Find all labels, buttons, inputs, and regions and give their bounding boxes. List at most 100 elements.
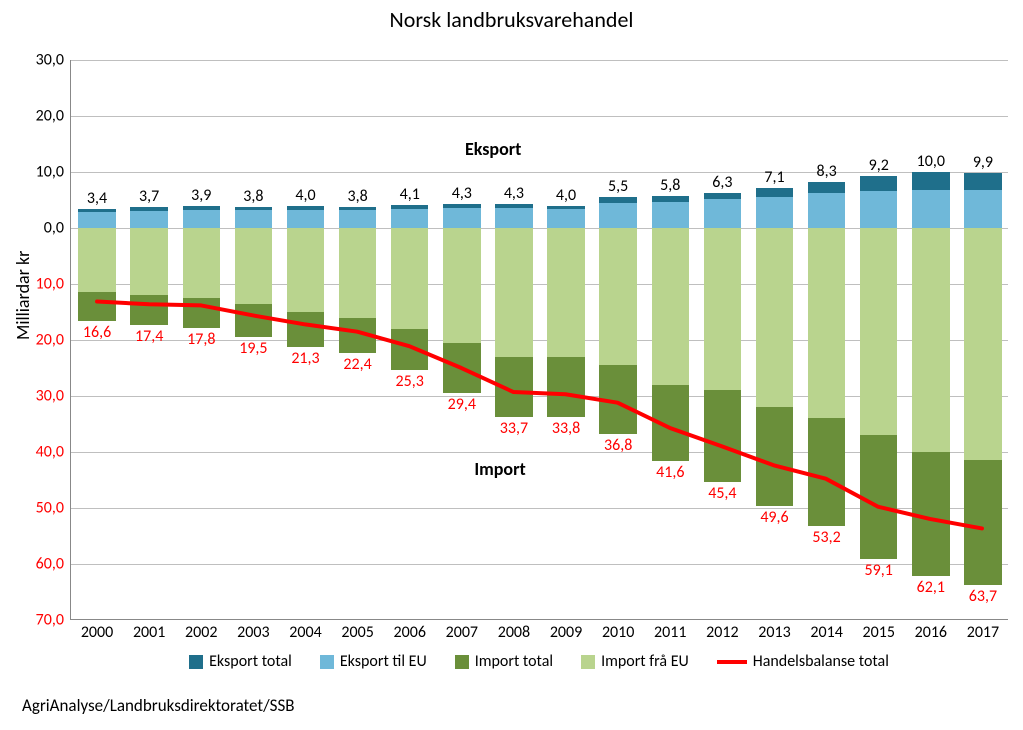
data-label-import: 21,3 [291, 349, 319, 368]
data-label-import: 53,2 [812, 528, 840, 547]
plot-area: 20003,416,620013,717,420023,917,820033,8… [70, 60, 1008, 620]
data-label-eksport: 4,3 [452, 184, 472, 203]
y-tick-label: 20,0 [16, 107, 64, 126]
x-tick-label: 2015 [862, 623, 894, 642]
x-tick-label: 2013 [758, 623, 790, 642]
bar-import-total [652, 385, 690, 461]
data-label-import: 63,7 [969, 587, 997, 606]
bar-eksport-total [183, 206, 221, 210]
legend-swatch [455, 655, 469, 669]
y-tick-label: 60,0 [16, 555, 64, 574]
data-label-eksport: 4,0 [556, 186, 576, 205]
bar-eksport-total [78, 209, 116, 212]
data-label-eksport: 3,8 [243, 187, 263, 206]
data-label-import: 41,6 [656, 463, 684, 482]
bar-eksport-eu [391, 209, 429, 228]
bar-eksport-eu [235, 210, 273, 228]
bar-import-total [287, 312, 325, 347]
legend-label: Eksport total [209, 652, 292, 671]
bar-group: 20033,819,5 [235, 60, 273, 619]
bar-import-eu [287, 228, 325, 312]
bar-import-eu [78, 228, 116, 292]
legend-swatch [189, 655, 203, 669]
legend-label: Import frå EU [601, 652, 689, 671]
y-tick-label: 50,0 [16, 499, 64, 518]
bar-import-total [78, 292, 116, 321]
bar-group: 201610,062,1 [912, 60, 950, 619]
bar-import-eu [808, 228, 846, 418]
legend-swatch [581, 655, 595, 669]
y-tick-label: 10,0 [16, 275, 64, 294]
chart-title: Norsk landbruksvarehandel [0, 6, 1023, 33]
bar-import-total [130, 295, 168, 325]
bar-eksport-total [235, 207, 273, 210]
data-label-eksport: 4,1 [400, 185, 420, 204]
bar-eksport-eu [547, 209, 585, 228]
data-label-import: 49,6 [760, 508, 788, 527]
data-label-eksport: 7,1 [764, 168, 784, 187]
bar-group: 20126,345,4 [704, 60, 742, 619]
bar-eksport-eu [130, 211, 168, 228]
bar-eksport-eu [599, 203, 637, 228]
data-label-eksport: 9,2 [869, 156, 889, 175]
bar-eksport-total [130, 207, 168, 211]
x-tick-label: 2008 [498, 623, 530, 642]
bar-import-total [704, 390, 742, 482]
bar-import-total [912, 452, 950, 576]
legend-item: Eksport total [189, 652, 292, 671]
data-label-eksport: 6,3 [712, 173, 732, 192]
x-tick-label: 2016 [915, 623, 947, 642]
bar-import-eu [599, 228, 637, 365]
bar-eksport-eu [860, 191, 898, 228]
legend-line-swatch [717, 660, 747, 664]
x-tick-label: 2002 [185, 623, 217, 642]
bar-import-eu [652, 228, 690, 385]
y-tick-label: 0,0 [16, 219, 64, 238]
bar-import-eu [130, 228, 168, 295]
bar-group: 20159,259,1 [860, 60, 898, 619]
data-label-import: 25,3 [396, 372, 424, 391]
x-tick-label: 2014 [810, 623, 842, 642]
bar-group: 20115,841,6 [652, 60, 690, 619]
bar-import-eu [964, 228, 1002, 460]
zone-label-import: Import [474, 458, 525, 480]
y-tick-label: 70,0 [16, 611, 64, 630]
bar-group: 20064,125,3 [391, 60, 429, 619]
bar-import-eu [756, 228, 794, 407]
data-label-import: 17,4 [135, 327, 163, 346]
bar-import-eu [704, 228, 742, 390]
x-tick-label: 2005 [341, 623, 373, 642]
bar-eksport-eu [183, 210, 221, 228]
bar-eksport-eu [78, 212, 116, 228]
bar-eksport-total [808, 182, 846, 194]
data-label-import: 22,4 [343, 355, 371, 374]
data-label-eksport: 4,0 [295, 186, 315, 205]
bar-eksport-eu [339, 210, 377, 228]
data-label-eksport: 4,3 [504, 184, 524, 203]
bar-import-total [547, 357, 585, 417]
data-label-import: 62,1 [917, 578, 945, 597]
bar-eksport-eu [964, 190, 1002, 228]
x-tick-label: 2006 [393, 623, 425, 642]
bars: 20003,416,620013,717,420023,917,820033,8… [71, 60, 1008, 619]
y-tick-label: 30,0 [16, 51, 64, 70]
y-tick-label: 30,0 [16, 387, 64, 406]
zone-label-eksport: Eksport [465, 138, 521, 160]
bar-eksport-total [339, 207, 377, 210]
bar-import-eu [391, 228, 429, 329]
bar-eksport-total [495, 204, 533, 208]
bar-group: 20013,717,4 [130, 60, 168, 619]
bar-eksport-eu [652, 202, 690, 228]
data-label-import: 19,5 [239, 339, 267, 358]
bar-eksport-eu [912, 190, 950, 228]
data-label-eksport: 3,9 [191, 186, 211, 205]
bar-eksport-total [391, 205, 429, 209]
bar-import-total [391, 329, 429, 370]
x-tick-label: 2010 [602, 623, 634, 642]
bar-eksport-eu [495, 208, 533, 228]
legend-item: Eksport til EU [320, 652, 427, 671]
bar-eksport-total [912, 172, 950, 190]
data-label-eksport: 5,5 [608, 177, 628, 196]
y-tick-label: 10,0 [16, 163, 64, 182]
bar-group: 20003,416,6 [78, 60, 116, 619]
